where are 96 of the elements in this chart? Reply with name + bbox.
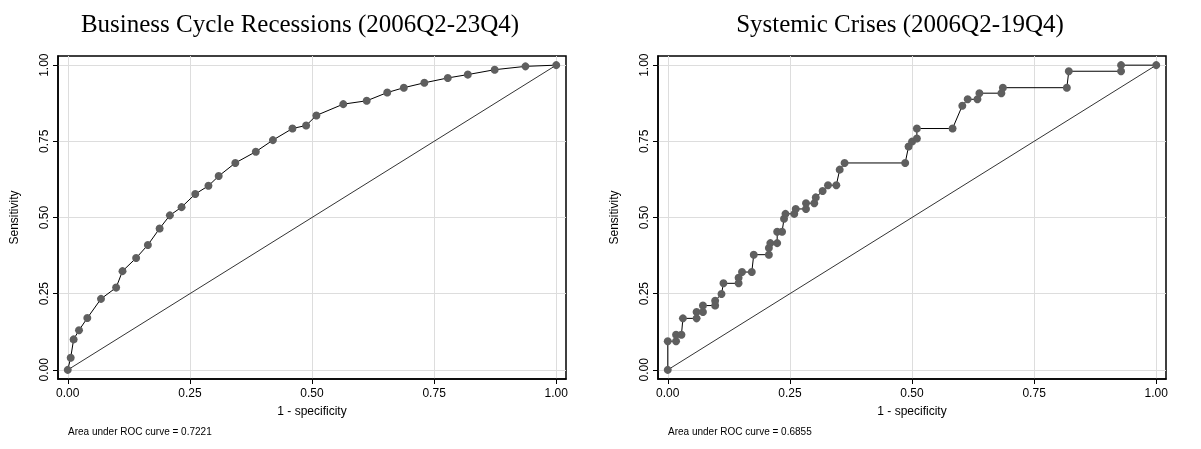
point — [791, 204, 800, 213]
y-tick-label: 0.50 — [637, 205, 651, 230]
x-tick-label: 0.75 — [422, 386, 447, 400]
point — [268, 136, 277, 145]
point — [764, 250, 773, 259]
point — [118, 267, 127, 276]
point — [521, 62, 530, 71]
point — [143, 240, 152, 249]
point — [773, 239, 782, 248]
x-tick-label: 0.50 — [300, 386, 324, 400]
point — [835, 165, 844, 174]
point — [552, 61, 561, 70]
text: Area under ROC curve = 0.6855 — [668, 425, 813, 437]
point — [443, 73, 452, 82]
point — [781, 209, 790, 218]
y-tick-label: 0.25 — [637, 281, 651, 306]
point — [1062, 83, 1071, 92]
point — [214, 172, 223, 181]
point — [717, 289, 726, 298]
point — [383, 88, 392, 97]
point — [912, 124, 921, 133]
point — [312, 111, 321, 120]
x-tick-label: 1.00 — [544, 386, 569, 400]
x-tick-label: 0.00 — [656, 386, 680, 400]
point — [191, 190, 200, 199]
point — [678, 314, 687, 323]
x-tick-label: 0.25 — [178, 386, 202, 400]
x-tick-label: 0.00 — [56, 386, 80, 400]
point — [1117, 61, 1126, 70]
point — [288, 124, 297, 133]
point — [734, 273, 743, 282]
x-tick-label: 0.25 — [778, 386, 802, 400]
point — [69, 335, 78, 344]
point — [155, 224, 164, 233]
point — [818, 186, 827, 195]
y-tick-label: 0.50 — [37, 205, 51, 230]
point — [66, 353, 75, 362]
point — [231, 158, 240, 167]
point — [963, 95, 972, 104]
point — [83, 314, 92, 323]
point — [738, 268, 747, 277]
y-tick-label: 0.00 — [637, 357, 651, 382]
point — [912, 134, 921, 143]
point — [778, 227, 787, 236]
y-tick-label: 1.00 — [637, 53, 651, 77]
point — [251, 147, 260, 156]
chart-title: Systemic Crises (2006Q2-19Q4) — [736, 10, 1064, 38]
point — [1152, 61, 1161, 70]
text: Area under ROC curve = 0.7221 — [68, 425, 213, 437]
point — [362, 96, 371, 105]
point — [663, 337, 672, 346]
point — [749, 250, 758, 259]
y-axis-title: Sensitivity — [7, 190, 21, 245]
point — [463, 70, 472, 79]
point — [1064, 67, 1073, 76]
y-tick-label: 0.00 — [37, 357, 51, 382]
point — [63, 365, 72, 374]
x-tick-label: 0.50 — [900, 386, 924, 400]
point — [132, 254, 141, 263]
x-axis-title: 1 - specificity — [277, 404, 347, 418]
y-tick-label: 0.75 — [637, 129, 651, 153]
x-axis-title: 1 - specificity — [877, 404, 947, 418]
point — [747, 268, 756, 277]
point — [75, 326, 83, 335]
point — [811, 193, 820, 202]
point — [165, 211, 174, 220]
point — [698, 301, 707, 310]
point — [948, 124, 957, 133]
x-tick-label: 1.00 — [1144, 386, 1169, 400]
chart-title: Business Cycle Recessions (2006Q2-23Q4) — [80, 10, 520, 38]
point — [823, 181, 832, 190]
point — [663, 365, 672, 374]
point — [204, 181, 213, 190]
point — [677, 330, 686, 339]
point — [420, 78, 429, 87]
point — [840, 158, 849, 167]
point — [766, 239, 775, 248]
point — [339, 100, 348, 109]
point — [975, 89, 984, 98]
point — [832, 181, 841, 190]
point — [958, 101, 967, 110]
point — [302, 121, 311, 130]
point — [399, 83, 408, 92]
y-tick-label: 0.25 — [37, 281, 51, 306]
point — [901, 158, 910, 167]
point — [177, 203, 186, 212]
point — [490, 65, 499, 74]
y-tick-label: 0.75 — [37, 129, 51, 153]
y-axis-title: Sensitivity — [607, 190, 621, 245]
y-tick-label: 1.00 — [37, 53, 51, 77]
point — [719, 279, 728, 288]
point — [112, 283, 121, 292]
point — [998, 83, 1007, 92]
point — [96, 294, 105, 303]
point — [711, 296, 720, 305]
x-tick-label: 0.75 — [1022, 386, 1047, 400]
